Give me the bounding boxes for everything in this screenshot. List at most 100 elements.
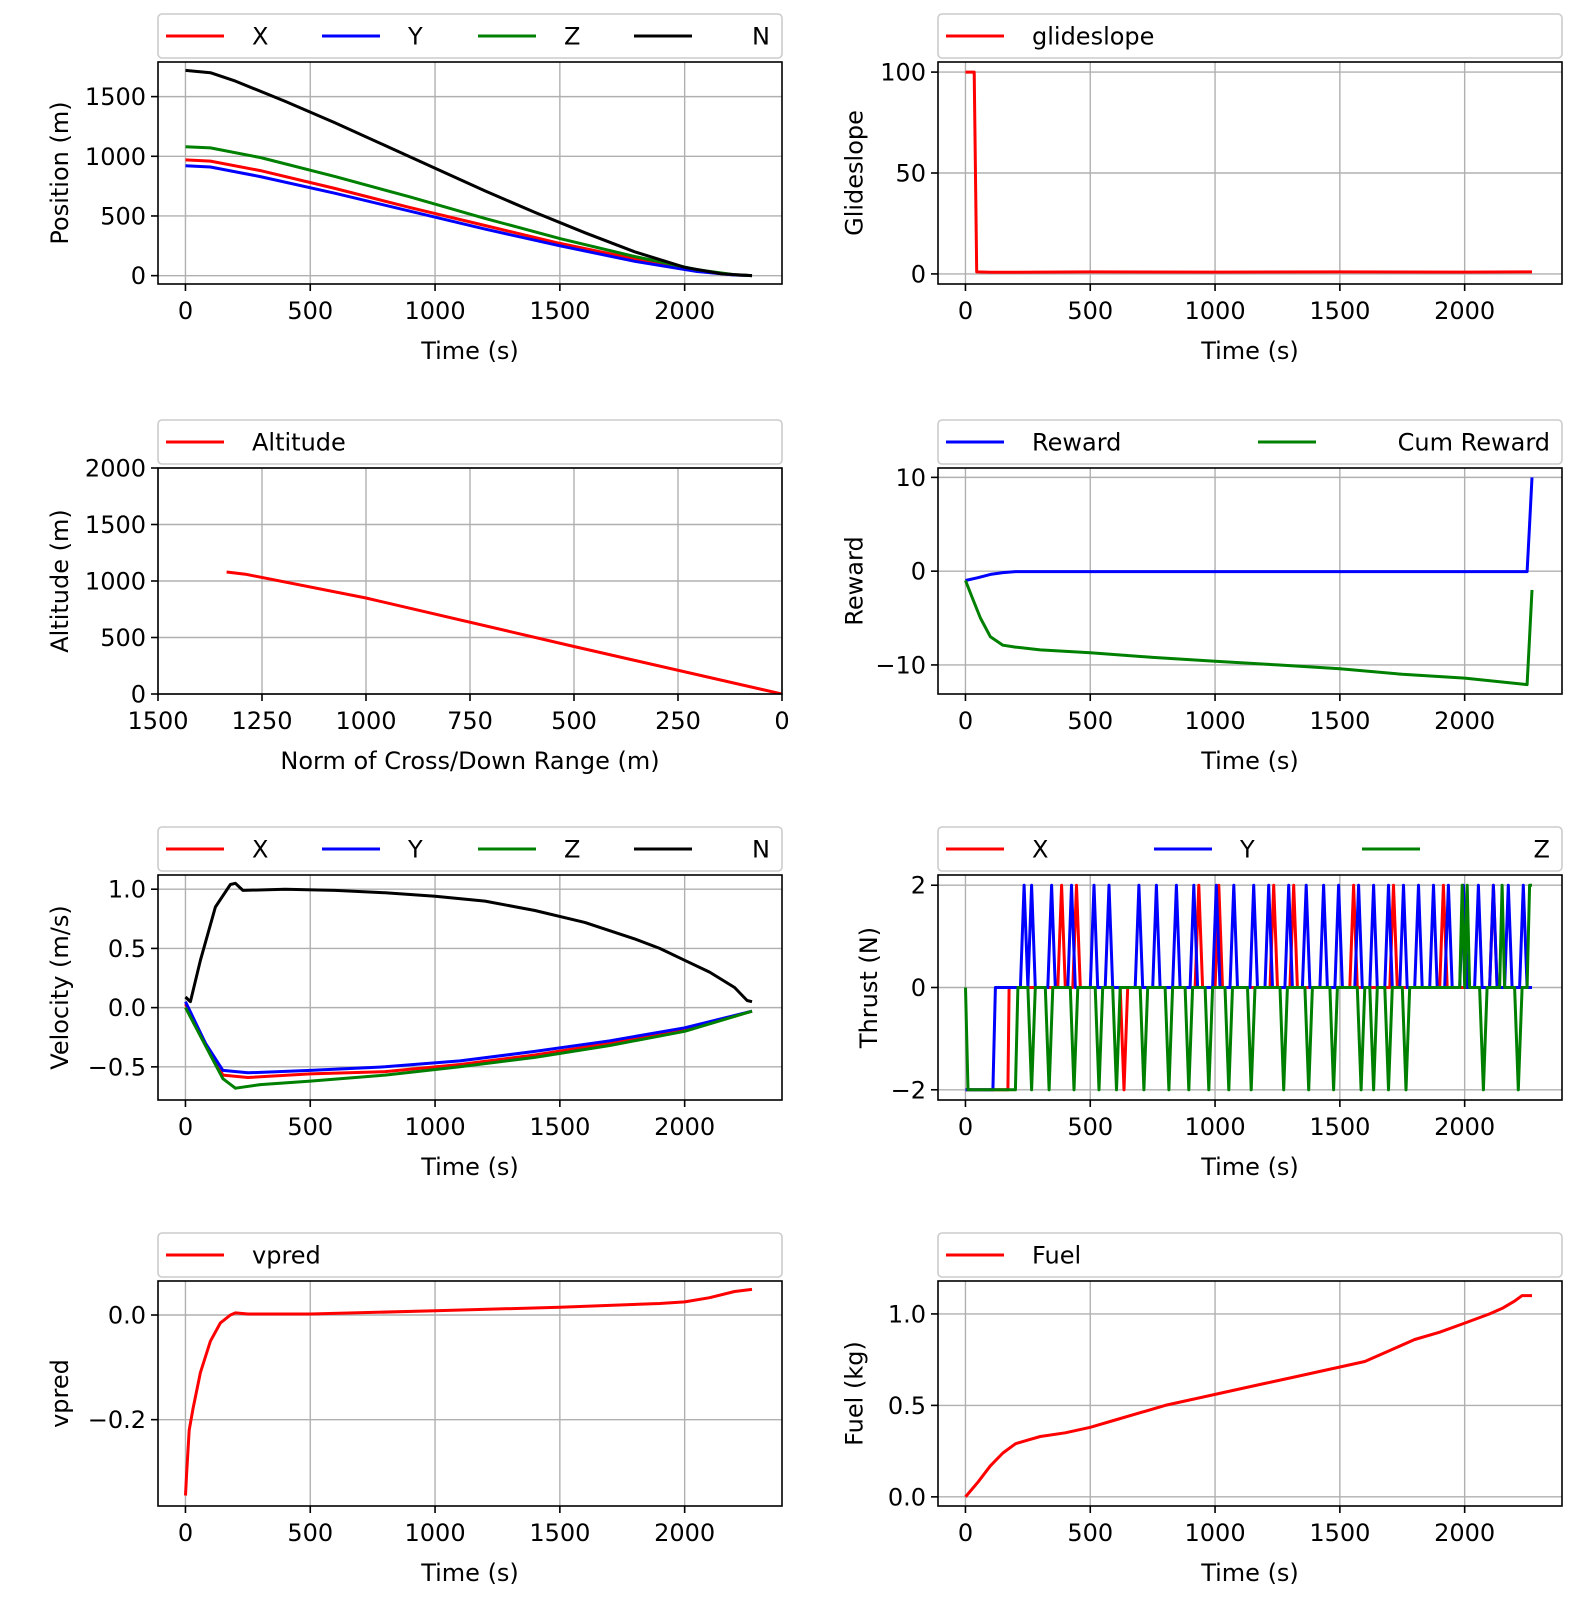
y-tick-label: 50 xyxy=(895,160,926,188)
series-line-vpred xyxy=(184,1287,753,1496)
y-axis-label: Thrust (N) xyxy=(855,927,883,1049)
x-tick-label: 1000 xyxy=(405,1519,466,1547)
y-tick-label: −0.2 xyxy=(88,1406,146,1434)
x-tick-label: 1000 xyxy=(405,1113,466,1141)
x-tick-label: 1500 xyxy=(1309,1519,1370,1547)
chart-vpred: 0 500 1000 1500 2000 −0.2 0.0 Time (s) vpred vpre… xyxy=(46,1232,783,1587)
y-tick-label: 1000 xyxy=(85,143,146,171)
legend-box xyxy=(937,826,1563,872)
y-tick-label: 0 xyxy=(131,262,146,290)
x-tick-label: 1500 xyxy=(1309,707,1370,735)
legend-label: Z xyxy=(1534,836,1550,864)
x-tick-label: 500 xyxy=(1067,297,1113,325)
y-axis-label: Reward xyxy=(841,536,869,625)
legend-box xyxy=(157,419,783,465)
series-line-n xyxy=(184,881,753,1004)
legend: Fuel xyxy=(937,1232,1563,1278)
x-tick-label: 0 xyxy=(958,297,973,325)
series-line-z xyxy=(184,1006,753,1090)
x-tick-label: 1250 xyxy=(231,707,292,735)
x-tick-label: 2000 xyxy=(654,1113,715,1141)
y-axis-label: Fuel (kg) xyxy=(841,1341,869,1446)
x-tick-label: 1500 xyxy=(1309,297,1370,325)
x-tick-label: 500 xyxy=(287,1519,333,1547)
y-tick-label: −0.5 xyxy=(88,1053,146,1081)
plot-frame xyxy=(157,61,783,285)
y-tick-label: 2 xyxy=(911,872,926,900)
x-tick-label: 1000 xyxy=(1185,1113,1246,1141)
y-tick-label: 1.0 xyxy=(888,1300,926,1328)
legend-box xyxy=(157,826,783,872)
x-tick-label: 500 xyxy=(1067,1113,1113,1141)
legend-label: X xyxy=(252,836,268,864)
x-tick-label: 500 xyxy=(287,297,333,325)
x-tick-label: 0 xyxy=(178,1519,193,1547)
legend-box xyxy=(157,13,783,59)
x-axis-label: Time (s) xyxy=(1200,747,1299,775)
legend-label: Y xyxy=(407,836,423,864)
x-tick-label: 1500 xyxy=(127,707,188,735)
x-tick-label: 500 xyxy=(1067,1519,1113,1547)
series-line-fuel xyxy=(964,1294,1532,1498)
series-line-reward xyxy=(965,477,1534,582)
y-axis-label: Glideslope xyxy=(841,110,869,236)
plot-frame xyxy=(157,874,783,1101)
x-tick-label: 0 xyxy=(958,1113,973,1141)
x-tick-label: 0 xyxy=(178,1113,193,1141)
y-tick-label: −10 xyxy=(875,651,926,679)
legend-label: Cum Reward xyxy=(1398,429,1550,457)
legend-label: N xyxy=(752,23,770,51)
y-axis-label: Position (m) xyxy=(46,101,74,244)
y-axis-label: Altitude (m) xyxy=(46,509,74,653)
legend-label: X xyxy=(252,23,268,51)
y-tick-label: 0 xyxy=(911,260,926,288)
x-tick-label: 2000 xyxy=(654,297,715,325)
y-axis-label: vpred xyxy=(46,1359,74,1428)
chart-velocity: 0 500 1000 1500 2000 −0.5 0.0 0.5 1.0 Time (s) Vel… xyxy=(46,826,783,1181)
legend: vpred xyxy=(157,1232,783,1278)
legend-box xyxy=(937,1232,1563,1278)
x-tick-label: 1000 xyxy=(1185,707,1246,735)
legend-label: Y xyxy=(407,23,423,51)
series-line-glideslope xyxy=(965,70,1533,274)
legend-label: Z xyxy=(564,23,580,51)
x-axis-label: Time (s) xyxy=(420,337,519,365)
plot-frame xyxy=(157,1280,783,1507)
plot-frame xyxy=(937,1280,1563,1507)
x-axis-label: Time (s) xyxy=(420,1153,519,1181)
legend-label: X xyxy=(1032,836,1048,864)
x-tick-label: 1500 xyxy=(529,297,590,325)
x-tick-label: 250 xyxy=(655,707,701,735)
x-tick-label: 1000 xyxy=(335,707,396,735)
x-axis-label: Norm of Cross/Down Range (m) xyxy=(280,747,659,775)
legend-box xyxy=(157,1232,783,1278)
y-tick-label: −2 xyxy=(891,1076,926,1104)
series-line-cum-reward xyxy=(964,579,1534,687)
x-tick-label: 500 xyxy=(287,1113,333,1141)
y-tick-label: 0.0 xyxy=(108,994,146,1022)
y-tick-label: 1000 xyxy=(85,568,146,596)
y-tick-label: 1500 xyxy=(85,511,146,539)
chart-altitude: 1500 1250 1000 750 500 250 0 0 500 1000 1500 2000 No… xyxy=(46,419,790,775)
legend-box xyxy=(937,13,1563,59)
legend: X Y Z xyxy=(937,826,1563,872)
legend-label: Z xyxy=(564,836,580,864)
y-tick-label: 500 xyxy=(100,202,146,230)
legend-label: vpred xyxy=(252,1242,321,1270)
y-tick-label: 1500 xyxy=(85,83,146,111)
chart-position: 0 500 1000 1500 2000 0 500 1000 1500 Time (s) Posi… xyxy=(46,13,783,365)
x-tick-label: 1000 xyxy=(1185,1519,1246,1547)
x-tick-label: 2000 xyxy=(1434,1113,1495,1141)
chart-fuel: 0 500 1000 1500 2000 0.0 0.5 1.0 Time (s) Fuel (k… xyxy=(841,1232,1563,1587)
y-tick-label: 500 xyxy=(100,624,146,652)
x-tick-label: 0 xyxy=(774,707,789,735)
x-axis-label: Time (s) xyxy=(1200,337,1299,365)
series-line-y xyxy=(184,1001,753,1075)
legend-label: glideslope xyxy=(1032,23,1154,51)
x-axis-label: Time (s) xyxy=(1200,1153,1299,1181)
chart-glideslope: 0 500 1000 1500 2000 0 50 100 Time (s) Glideslope… xyxy=(841,13,1563,365)
y-axis-label: Velocity (m/s) xyxy=(46,905,74,1069)
